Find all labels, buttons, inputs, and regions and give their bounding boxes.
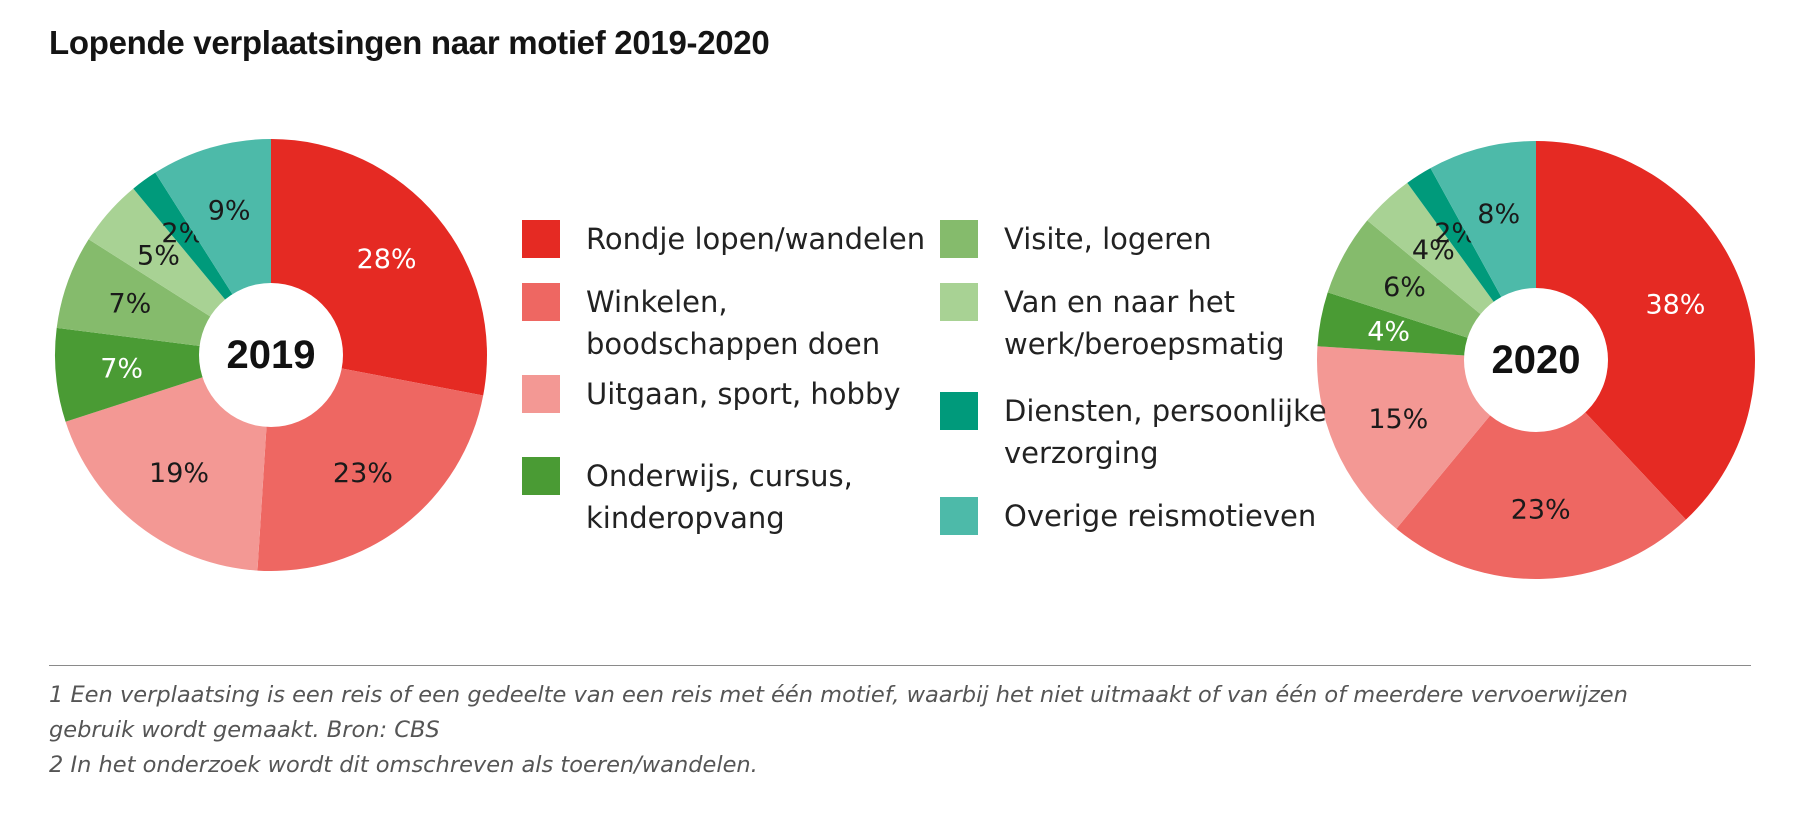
legend-label: Overige reismotieven	[1004, 495, 1316, 537]
slice-label-2019-4: 7%	[100, 354, 143, 385]
legend-label-line: Rondje lopen/wandelen	[586, 222, 926, 256]
legend-label-line: Uitgaan, sport, hobby	[586, 377, 901, 411]
slice-label-2020-8: 8%	[1477, 199, 1520, 230]
slice-label-2020-2: 23%	[1511, 494, 1571, 525]
legend-label: Winkelen, boodschappen doen	[586, 281, 880, 365]
slice-label-2019-8: 9%	[208, 195, 251, 226]
legend-label-line: boodschappen doen	[586, 327, 881, 361]
legend-label-line: Onderwijs, cursus,	[586, 459, 853, 493]
pie-center-2020	[1464, 288, 1608, 432]
legend-swatch	[940, 497, 978, 535]
legend-label-line: Winkelen,	[586, 285, 728, 319]
slice-label-2019-2: 23%	[333, 458, 393, 489]
pie-chart-2020: 38%23%15%4%6%4%2%8%2020	[1316, 141, 1755, 579]
pie-chart-2019: 28%23%19%7%7%5%2%9%2019	[54, 139, 488, 571]
pie-slice-2020-1	[1536, 141, 1755, 520]
legend-label-line: Visite, logeren	[1004, 222, 1212, 256]
legend-label-line: verzorging	[1004, 436, 1159, 470]
legend-swatch	[522, 457, 560, 495]
legend-label: Onderwijs, cursus, kinderopvang	[586, 455, 853, 539]
slice-label-2020-4: 4%	[1367, 316, 1410, 347]
center-label-2020: 2020	[1492, 338, 1581, 382]
slice-label-2020-3: 15%	[1368, 404, 1428, 435]
legend-swatch	[940, 392, 978, 430]
center-label-2019: 2019	[227, 333, 316, 377]
legend-label-line: Overige reismotieven	[1004, 499, 1317, 533]
footnote-line-1: 1 Een verplaatsing is een reis of een ge…	[49, 682, 1628, 708]
slice-label-2019-3: 19%	[149, 458, 209, 489]
legend-label: Van en naar het werk/beroepsmatig	[1004, 281, 1285, 365]
pie-slice-2020-2	[1396, 360, 1686, 579]
footnote-line-3: 2 In het onderzoek wordt dit omschreven …	[49, 752, 758, 778]
slice-label-2019-1: 28%	[357, 244, 417, 275]
legend-label-line: Van en naar het	[1004, 285, 1236, 319]
footnotes: 1 Een verplaatsing is een reis of een ge…	[49, 678, 1628, 783]
legend-label: Uitgaan, sport, hobby	[586, 373, 901, 415]
legend-label: Diensten, persoonlijke verzorging	[1004, 390, 1327, 474]
legend-label-line: Diensten, persoonlijke	[1004, 394, 1327, 428]
slice-label-2019-6: 5%	[137, 240, 180, 271]
legend-label-line: kinderopvang	[586, 501, 785, 535]
pie-center-2019	[199, 283, 343, 427]
slice-label-2019-5: 7%	[108, 289, 151, 320]
legend-label: Visite, logeren	[1004, 218, 1212, 260]
divider-line	[49, 665, 1751, 666]
legend-label: Rondje lopen/wandelen	[586, 218, 925, 260]
footnote-line-2: gebruik wordt gemaakt. Bron: CBS	[49, 717, 440, 743]
chart-title: Lopende verplaatsingen naar motief 2019-…	[49, 24, 770, 61]
slice-label-2020-5: 6%	[1383, 272, 1426, 303]
slice-label-2020-6: 4%	[1412, 235, 1455, 266]
slice-label-2020-1: 38%	[1645, 289, 1705, 320]
legend-swatch	[522, 375, 560, 413]
legend-label-line: werk/beroepsmatig	[1004, 327, 1285, 361]
pie-slice-2019-3	[65, 355, 271, 571]
legend-swatch	[522, 220, 560, 258]
legend-swatch	[940, 283, 978, 321]
legend-swatch	[522, 283, 560, 321]
legend-swatch	[940, 220, 978, 258]
